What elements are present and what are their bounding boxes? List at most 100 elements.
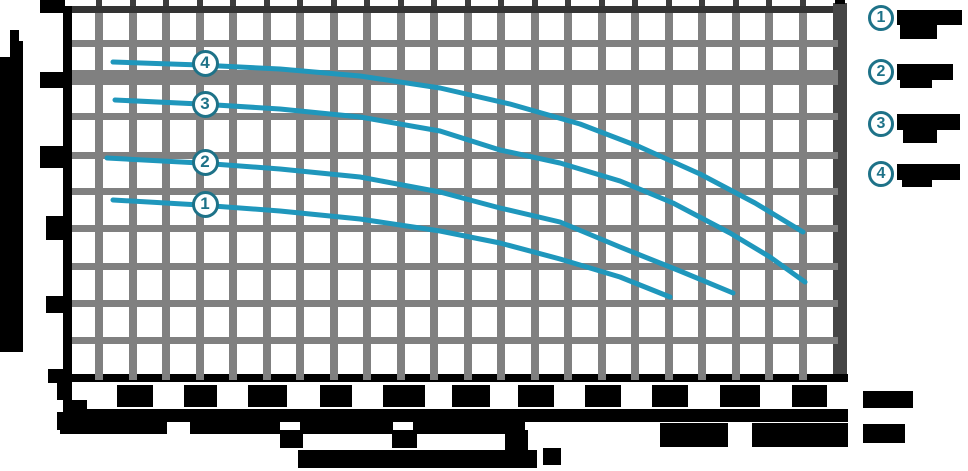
legend-item-4-badge: 4	[868, 161, 894, 187]
h-gridline	[72, 263, 838, 270]
v-gridline	[95, 13, 103, 380]
x-tick-label-row2-redacted	[300, 422, 393, 434]
v-gridline	[497, 13, 505, 380]
curve-4-badge: 4	[191, 49, 219, 77]
legend-item-1-badge: 1	[868, 5, 894, 31]
x-tick-label-row1-redacted	[720, 385, 760, 407]
top-tick-mark	[230, 0, 236, 6]
h-gridline	[72, 113, 838, 120]
legend-label-2-redacted	[897, 64, 953, 80]
x-axis-title-redacted	[543, 448, 561, 465]
x-axis-unit-row2-redacted	[863, 424, 905, 443]
legend-item-2-badge: 2	[868, 59, 894, 85]
curve-4	[110, 59, 806, 235]
legend-label-1-redacted	[900, 25, 937, 39]
h-gridline	[72, 225, 838, 232]
top-tick-mark	[431, 0, 437, 6]
y-axis-title-redacted	[0, 57, 23, 352]
v-gridline	[664, 13, 673, 380]
right-border	[833, 3, 847, 382]
x-tick-label-row2-redacted	[392, 430, 417, 448]
v-gridline	[698, 13, 706, 380]
h-gridline	[72, 337, 838, 344]
right-border-cap	[835, 0, 845, 4]
top-tick-mark	[163, 0, 169, 6]
x-tick-label-row1-redacted	[585, 385, 621, 407]
v-gridline	[530, 13, 539, 380]
x-tick-label-row2-redacted	[280, 430, 303, 448]
curve-1-badge: 1	[191, 190, 219, 218]
v-gridline	[162, 13, 170, 380]
v-gridline	[363, 13, 371, 380]
x-tick-label-row1-redacted	[320, 385, 352, 407]
legend-label-3-redacted	[903, 130, 937, 143]
v-gridline	[597, 13, 606, 380]
x-tick-label-row1-redacted	[248, 385, 287, 407]
legend-label-4-redacted	[902, 180, 932, 187]
y-axis-line	[63, 6, 72, 430]
v-gridline	[564, 13, 572, 380]
x-tick-label-row1-redacted	[383, 385, 425, 407]
top-tick-mark	[464, 0, 471, 6]
x-tick-label-row1-redacted	[117, 385, 153, 407]
y-axis-title-redacted	[10, 41, 23, 57]
y-tick-label-redacted	[46, 216, 65, 240]
legend-label-3-redacted	[897, 114, 960, 130]
x-tick-label-row1-redacted	[652, 385, 688, 407]
top-tick-mark	[632, 0, 638, 6]
top-tick-mark	[297, 0, 303, 6]
top-tick-mark	[364, 0, 370, 6]
curve-2-badge: 2	[191, 148, 219, 176]
legend-label-4-redacted	[897, 164, 960, 180]
top-tick-mark	[531, 0, 538, 6]
curve-1	[110, 197, 673, 300]
top-tick-mark	[766, 0, 772, 6]
x-tick-label-row2-redacted	[505, 430, 528, 450]
h-gridline	[72, 188, 838, 195]
curve-2	[104, 155, 736, 296]
v-gridline	[430, 13, 438, 380]
top-tick-mark	[129, 0, 136, 6]
x-tick-label-row1-redacted	[792, 385, 827, 407]
x-tick-label-row1-redacted	[452, 385, 490, 407]
curve-3-badge: 3	[191, 90, 219, 118]
y-axis-title-redacted	[10, 30, 19, 41]
x-tick-label-row2-redacted	[660, 423, 728, 447]
y-tick-label-redacted	[40, 146, 65, 168]
x-axis-title-redacted	[298, 450, 537, 468]
origin-label-redacted	[63, 400, 87, 412]
x-axis-line	[63, 374, 848, 382]
v-gridline	[731, 13, 740, 380]
x-tick-label-row1-redacted	[184, 385, 217, 407]
top-border	[63, 6, 847, 13]
top-tick-mark	[397, 0, 404, 6]
top-tick-mark	[498, 0, 504, 6]
top-tick-mark	[196, 0, 203, 6]
v-gridline	[128, 13, 137, 380]
x-axis-unit-row1-redacted	[863, 391, 913, 408]
h-gridline	[72, 40, 838, 47]
top-tick-mark	[732, 0, 739, 6]
x-tick-label-row1-redacted	[518, 385, 554, 407]
top-tick-mark	[565, 0, 571, 6]
v-gridline	[765, 13, 773, 380]
legend-label-1-redacted	[897, 10, 962, 25]
v-gridline	[262, 13, 271, 380]
top-tick-mark	[699, 0, 705, 6]
x-tick-label-row2-redacted	[413, 422, 525, 434]
v-gridline	[631, 13, 639, 380]
x-tick-label-row2-redacted	[752, 423, 848, 447]
y-tick-label-redacted	[48, 369, 72, 383]
legend-item-3-badge: 3	[868, 111, 894, 137]
curve-3	[112, 97, 808, 285]
top-tick-mark	[665, 0, 672, 6]
h-gridline	[72, 152, 838, 159]
v-gridline	[396, 13, 405, 380]
y-tick-label-redacted	[40, 72, 66, 88]
x-tick-label-row2-redacted	[60, 422, 167, 434]
top-tick-mark	[96, 0, 102, 6]
top-tick-mark	[330, 0, 337, 6]
y-axis-top-label-redacted	[40, 0, 65, 13]
